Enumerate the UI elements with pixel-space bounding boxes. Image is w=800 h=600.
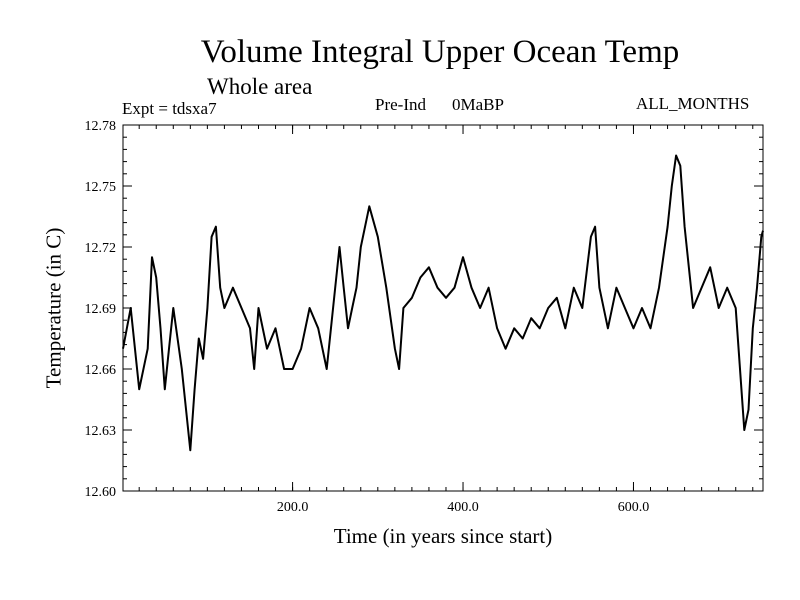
y-tick-label: 12.72: [85, 241, 117, 256]
y-tick-label: 12.60: [85, 485, 117, 500]
experiment-label: Expt = tdsxa7: [122, 99, 217, 118]
temperature-series-line: [122, 154, 764, 452]
y-tick-label: 12.69: [85, 302, 117, 317]
x-tick-label: 400.0: [447, 500, 479, 515]
chart-title: Volume Integral Upper Ocean Temp: [200, 34, 680, 70]
plot-frame: [122, 124, 764, 492]
scenario-label: Pre-Ind: [375, 95, 426, 114]
period-label: 0MaBP: [452, 95, 504, 114]
x-tick-label: 600.0: [618, 500, 650, 515]
x-axis-label: Time (in years since start): [333, 524, 553, 548]
x-tick-label: 200.0: [277, 500, 309, 515]
y-tick-label: 12.78: [85, 119, 117, 134]
y-tick-label: 12.63: [85, 424, 117, 439]
chart-subtitle: Whole area: [207, 74, 313, 99]
y-tick-label: 12.66: [85, 363, 117, 378]
months-label: ALL_MONTHS: [636, 94, 750, 113]
y-axis-label: Temperature (in C): [41, 227, 66, 389]
y-tick-label: 12.75: [85, 180, 117, 195]
